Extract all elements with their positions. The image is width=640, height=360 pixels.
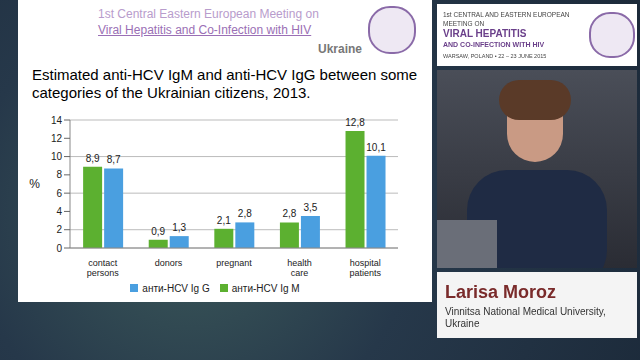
svg-text:4: 4: [56, 206, 62, 217]
svg-text:donors: donors: [155, 258, 183, 268]
svg-text:%: %: [29, 177, 40, 191]
svg-text:12: 12: [51, 133, 63, 144]
svg-text:hospitalpatients: hospitalpatients: [349, 258, 381, 278]
svg-text:8,7: 8,7: [107, 154, 121, 165]
svg-text:3,5: 3,5: [303, 202, 317, 213]
html-text:анти-HCV Ig G: анти-HCV Ig G: [142, 283, 210, 294]
svg-text:2,1: 2,1: [217, 215, 231, 226]
html-text:Vinnitsa National Medical Univ: Vinnitsa National Medical University, Uk…: [445, 306, 606, 329]
svg-text:14: 14: [51, 115, 63, 126]
svg-text:0,9: 0,9: [151, 226, 165, 237]
svg-text:10,1: 10,1: [366, 142, 386, 153]
svg-text:pregnant: pregnant: [216, 258, 252, 268]
html-text:1st Central Eastern European M: 1st Central Eastern European Meeting on: [98, 7, 319, 21]
html-text:Viral Hepatitis and Co-Infecti: Viral Hepatitis and Co-Infection with HI…: [98, 23, 312, 37]
svg-text:8,9: 8,9: [86, 153, 100, 164]
svg-text:2,8: 2,8: [238, 208, 252, 219]
html-text:VIRAL HEPATITIS: VIRAL HEPATITIS: [443, 28, 527, 39]
html-text:Larisa Moroz: Larisa Moroz: [445, 282, 556, 302]
svg-text:10: 10: [51, 151, 63, 162]
svg-text:6: 6: [56, 188, 62, 199]
svg-text:8: 8: [56, 169, 62, 180]
html-text:Ukraine: Ukraine: [318, 42, 362, 56]
svg-text:2: 2: [56, 224, 62, 235]
html-text:анти-HCV Ig M: анти-HCV Ig M: [231, 283, 300, 294]
html-text:AND CO-INFECTION WITH HIV: AND CO-INFECTION WITH HIV: [443, 41, 545, 48]
svg-text:0: 0: [56, 243, 62, 254]
svg-text:contactpersons: contactpersons: [87, 258, 120, 278]
svg-text:2,8: 2,8: [282, 208, 296, 219]
html-text:1st CENTRAL AND EASTERN EUROPE: 1st CENTRAL AND EASTERN EUROPEAN MEETING…: [443, 11, 570, 27]
html-text:Estimated anti-HCV IgM and ant: Estimated anti-HCV IgM and anti-HCV IgG …: [32, 66, 418, 101]
html-text:WARSAW, POLAND • 22 – 23 JUNE: WARSAW, POLAND • 22 – 23 JUNE 2015: [443, 53, 547, 59]
svg-text:1,3: 1,3: [172, 222, 186, 233]
svg-text:healthcare: healthcare: [287, 258, 312, 278]
svg-text:12,8: 12,8: [345, 117, 365, 128]
